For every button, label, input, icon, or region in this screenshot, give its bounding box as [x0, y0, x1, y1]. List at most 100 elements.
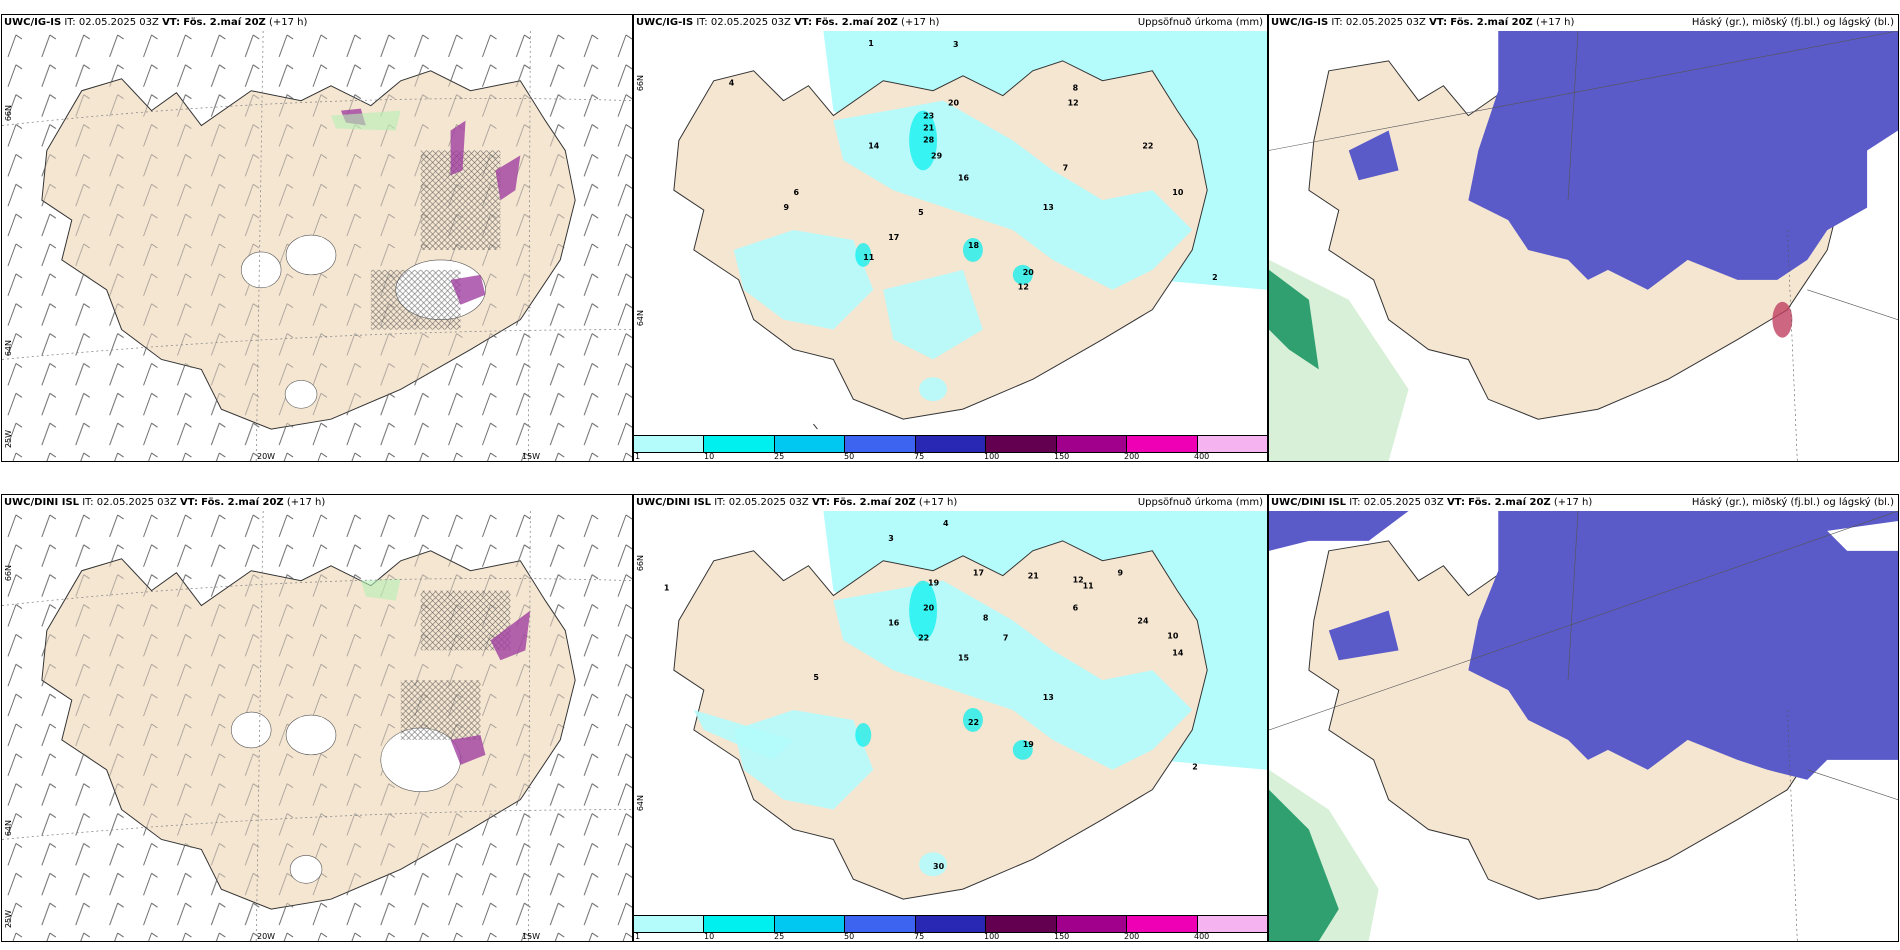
legend-swatch [1197, 436, 1267, 452]
precip-value: 13 [1043, 203, 1054, 212]
legend-tick: 200 [1124, 452, 1140, 461]
precip-value: 3 [888, 534, 894, 543]
precip-value: 12 [1018, 283, 1029, 292]
legend-swatch [845, 916, 916, 932]
precip-value: 6 [1073, 604, 1079, 613]
legend-swatch [774, 916, 846, 932]
precip-value: 9 [784, 203, 790, 212]
legend-swatch [1056, 916, 1128, 932]
panel-bottom-wind: UWC/DINI ISL IT: 02.05.2025 03Z VT: Fös.… [1, 494, 633, 942]
cloud-title: Háský (gr.), miðský (fj.bl.) og lágský (… [1691, 497, 1894, 508]
precip-title: Uppsöfnuð úrkoma (mm) [1137, 17, 1263, 28]
precip-value: 22 [1142, 141, 1153, 150]
precip-value: 19 [1023, 740, 1035, 749]
precip-value: 2 [1192, 763, 1198, 772]
model-name: UWC/DINI ISL [636, 497, 712, 508]
precip-value: 22 [968, 718, 979, 727]
precip-value: 10 [1172, 188, 1184, 197]
precip-value: 19 [928, 579, 940, 588]
precip-value: 6 [793, 188, 799, 197]
map-area [2, 31, 632, 461]
precip-value: 18 [968, 241, 980, 250]
precip-legend: 1 10 25 50 75 100 150 200 400 [634, 435, 1267, 461]
lat-label-64: 64N [4, 340, 13, 357]
precip-value: 9 [1117, 569, 1123, 578]
panel-header: UWC/DINI ISL IT: 02.05.2025 03Z VT: Fös.… [2, 495, 632, 511]
precip-value: 20 [923, 604, 935, 613]
it-label: IT: [1349, 497, 1361, 508]
vt-value: Fös. 2.maí 20Z [1468, 497, 1551, 508]
legend-swatch [634, 916, 705, 932]
legend-tick: 1 [635, 932, 641, 941]
vt-value: Fös. 2.maí 20Z [1450, 17, 1533, 28]
lead-time: (+17 h) [268, 17, 308, 28]
precip-value: 7 [1003, 633, 1009, 642]
precip-value: 12 [1068, 99, 1079, 108]
precip-value: 8 [1073, 84, 1079, 93]
precip-legend: 1 10 25 50 75 100 150 200 400 [634, 915, 1267, 941]
model-name: UWC/IG-IS [4, 17, 62, 28]
vt-label: VT: [811, 497, 830, 508]
legend-swatch [1197, 916, 1267, 932]
vt-value: Fös. 2.maí 20Z [833, 497, 916, 508]
it-label: IT: [714, 497, 726, 508]
it-label: IT: [1331, 17, 1343, 28]
legend-tick: 100 [984, 452, 1000, 461]
legend-tick: 75 [914, 932, 925, 941]
it-value: 02.05.2025 03Z [1363, 497, 1444, 508]
legend-swatch [1127, 916, 1198, 932]
precip-title: Uppsöfnuð úrkoma (mm) [1137, 497, 1263, 508]
panel-header: UWC/IG-IS IT: 02.05.2025 03Z VT: Fös. 2.… [2, 15, 632, 31]
legend-tick: 150 [1054, 452, 1070, 461]
iceland-cloud-map [1269, 31, 1898, 461]
iceland-wind-map [2, 31, 632, 461]
lead-time: (+17 h) [1535, 17, 1575, 28]
lead-time: (+17 h) [1553, 497, 1593, 508]
panel-bottom-precip: UWC/DINI ISL IT: 02.05.2025 03Z VT: Fös.… [633, 494, 1268, 942]
precip-value: 23 [923, 112, 934, 121]
legend-swatch [986, 916, 1057, 932]
map-area [2, 511, 632, 941]
cloud-title: Háský (gr.), miðský (fj.bl.) og lágský (… [1691, 17, 1894, 28]
legend-ticks: 1 10 25 50 75 100 150 200 400 [634, 452, 1267, 461]
panel-top-cloud: UWC/IG-IS IT: 02.05.2025 03Z VT: Fös. 2.… [1268, 14, 1899, 462]
precip-value: 1 [868, 39, 874, 48]
panel-header: UWC/IG-IS IT: 02.05.2025 03Z VT: Fös. 2.… [1269, 15, 1898, 31]
panel-header: UWC/IG-IS IT: 02.05.2025 03Z VT: Fös. 2.… [634, 15, 1267, 31]
precip-value: 21 [1028, 572, 1039, 581]
legend-swatch [774, 436, 846, 452]
legend-tick: 25 [774, 452, 785, 461]
lon-label-20: 20W [257, 452, 276, 461]
legend-swatch [1127, 436, 1198, 452]
precip-value: 1 [664, 584, 670, 593]
map-area [1269, 31, 1898, 461]
precip-value: 5 [918, 208, 924, 217]
precip-value: 11 [1083, 582, 1094, 591]
precip-value: 20 [948, 99, 960, 108]
precip-value: 22 [918, 633, 929, 642]
precip-value: 15 [958, 653, 969, 662]
precip-value: 14 [868, 141, 880, 150]
legend-tick: 150 [1054, 932, 1070, 941]
panel-top-precip: UWC/IG-IS IT: 02.05.2025 03Z VT: Fös. 2.… [633, 14, 1268, 462]
precip-value: 21 [923, 124, 934, 133]
precip-value: 4 [943, 519, 949, 528]
legend-swatch [915, 916, 987, 932]
precip-value: 3 [953, 40, 959, 49]
legend-tick: 10 [704, 452, 715, 461]
precip-value: 14 [1172, 648, 1184, 657]
legend-tick: 75 [914, 452, 925, 461]
lat-label-66: 66N [636, 75, 645, 92]
precip-value: 2 [1212, 273, 1218, 282]
legend-swatch [634, 436, 705, 452]
precip-value: 10 [1167, 631, 1179, 640]
legend-colorbar [634, 435, 1267, 453]
precip-value: 7 [1063, 163, 1069, 172]
lat-label-66: 66N [636, 555, 645, 572]
panel-header: UWC/DINI ISL IT: 02.05.2025 03Z VT: Fös.… [1269, 495, 1898, 511]
it-label: IT: [64, 17, 76, 28]
iceland-precip-map: 1 3 4 20 23 21 28 29 14 16 12 22 18 17 1… [673, 31, 1267, 430]
vt-label: VT: [1429, 17, 1448, 28]
lon-label-20: 20W [257, 932, 276, 941]
vt-value: Fös. 2.maí 20Z [201, 497, 284, 508]
